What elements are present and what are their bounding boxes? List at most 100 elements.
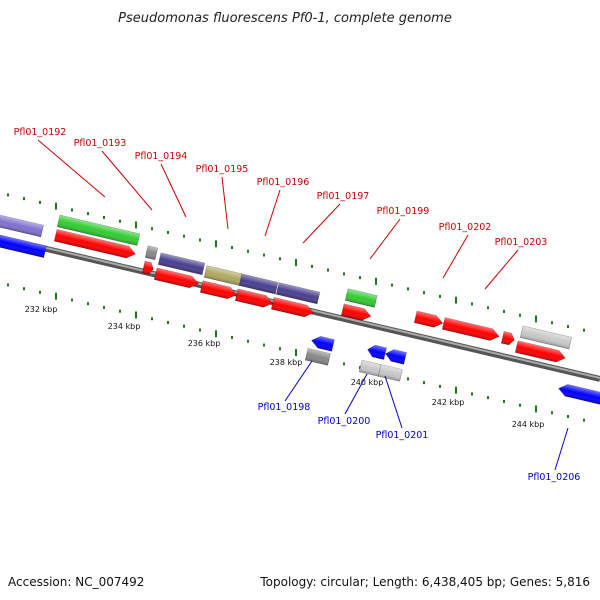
tick-mark bbox=[471, 302, 473, 306]
gene-label-pfl01-0200[interactable]: Pfl01_0200 bbox=[318, 416, 371, 427]
tick-mark bbox=[343, 362, 345, 366]
gene-label-pfl01-0199[interactable]: Pfl01_0199 bbox=[377, 206, 430, 217]
gene-feature[interactable] bbox=[340, 303, 372, 322]
gene-feature[interactable] bbox=[275, 282, 321, 305]
gene-feature[interactable] bbox=[157, 252, 206, 276]
gene-feature-shade bbox=[345, 288, 378, 308]
tick-mark bbox=[279, 257, 281, 261]
gene-feature[interactable] bbox=[238, 273, 279, 295]
tick-mark bbox=[183, 234, 185, 238]
tick-mark bbox=[263, 253, 265, 257]
gene-label-pfl01-0197[interactable]: Pfl01_0197 bbox=[317, 191, 370, 202]
tick-mark bbox=[583, 328, 585, 332]
forward-gene-labels: Pfl01_0192 Pfl01_0193 Pfl01_0194 Pfl01_0… bbox=[14, 127, 548, 248]
tick-mark bbox=[487, 306, 489, 310]
gene-feature-shade bbox=[414, 310, 443, 328]
gene-label-pfl01-0202[interactable]: Pfl01_0202 bbox=[439, 222, 492, 233]
accession-text: Accession: NC_007492 bbox=[8, 575, 144, 589]
gene-label-pfl01-0193[interactable]: Pfl01_0193 bbox=[74, 138, 127, 149]
gene-feature[interactable] bbox=[234, 288, 274, 309]
tick-mark bbox=[135, 311, 137, 319]
tick-mark bbox=[551, 411, 553, 415]
tick-mark bbox=[231, 246, 233, 250]
gene-feature[interactable] bbox=[53, 229, 137, 259]
kbp-label: 242 kbp bbox=[432, 398, 465, 407]
gene-feature[interactable] bbox=[304, 348, 331, 366]
gene-feature[interactable] bbox=[310, 335, 335, 352]
callout-line bbox=[384, 375, 403, 429]
tick-mark bbox=[311, 264, 313, 268]
gene-feature-shade bbox=[235, 288, 273, 308]
gene-label-pfl01-0201[interactable]: Pfl01_0201 bbox=[376, 430, 429, 441]
gene-feature[interactable] bbox=[557, 383, 600, 405]
gene-label-pfl01-0206[interactable]: Pfl01_0206 bbox=[528, 472, 581, 483]
gene-feature-shade bbox=[271, 297, 314, 317]
tick-mark bbox=[135, 221, 137, 229]
gene-feature-shade bbox=[0, 212, 44, 237]
genome-summary-text: Topology: circular; Length: 6,438,405 bp… bbox=[259, 575, 590, 589]
tick-mark bbox=[55, 292, 57, 300]
tick-mark bbox=[39, 290, 41, 294]
tick-mark bbox=[215, 330, 217, 338]
gene-feature-shade bbox=[367, 345, 387, 360]
gene-feature[interactable] bbox=[514, 340, 566, 364]
tick-mark bbox=[7, 283, 9, 287]
tick-mark bbox=[103, 215, 105, 219]
gene-feature[interactable] bbox=[270, 297, 315, 318]
tick-mark bbox=[359, 276, 361, 280]
callout-line bbox=[554, 427, 569, 471]
gene-label-pfl01-0198[interactable]: Pfl01_0198 bbox=[258, 402, 311, 413]
callout-line bbox=[369, 218, 401, 260]
tick-mark bbox=[455, 296, 457, 304]
gene-feature[interactable] bbox=[56, 214, 141, 246]
gene-feature[interactable] bbox=[0, 212, 44, 238]
gene-label-pfl01-0203[interactable]: Pfl01_0203 bbox=[495, 237, 548, 248]
tick-mark bbox=[391, 283, 393, 287]
callout-line bbox=[221, 176, 229, 230]
gene-feature[interactable] bbox=[377, 364, 403, 382]
gene-feature[interactable] bbox=[141, 260, 154, 275]
tick-mark bbox=[7, 193, 9, 197]
callout-line bbox=[101, 150, 153, 211]
gene-label-pfl01-0192[interactable]: Pfl01_0192 bbox=[14, 127, 67, 138]
gene-feature[interactable] bbox=[199, 280, 238, 301]
tick-mark bbox=[407, 377, 409, 381]
gene-feature[interactable] bbox=[500, 331, 515, 346]
tick-mark bbox=[407, 287, 409, 291]
gene-feature-shade bbox=[305, 348, 331, 366]
tick-mark bbox=[103, 305, 105, 309]
reverse-gene-labels: Pfl01_0198 Pfl01_0200 Pfl01_0201 Pfl01_0… bbox=[258, 402, 581, 483]
tick-mark bbox=[327, 268, 329, 272]
gene-feature[interactable] bbox=[344, 288, 378, 308]
tick-mark bbox=[215, 240, 217, 248]
gene-label-pfl01-0194[interactable]: Pfl01_0194 bbox=[135, 151, 188, 162]
gene-feature[interactable] bbox=[441, 317, 500, 343]
gene-feature-shade bbox=[204, 265, 243, 286]
gene-feature[interactable] bbox=[144, 245, 159, 261]
tick-mark bbox=[295, 349, 297, 357]
tick-mark bbox=[151, 227, 153, 231]
tick-mark bbox=[359, 366, 361, 370]
gene-feature-shade bbox=[54, 229, 136, 259]
tick-mark bbox=[87, 212, 89, 216]
gene-feature[interactable] bbox=[413, 310, 444, 329]
gene-feature-shade bbox=[341, 303, 371, 321]
tick-mark bbox=[247, 339, 249, 343]
gene-feature[interactable] bbox=[358, 359, 382, 377]
gene-feature[interactable] bbox=[519, 325, 573, 350]
gene-feature[interactable] bbox=[0, 233, 47, 258]
tick-mark bbox=[343, 272, 345, 276]
tick-mark bbox=[295, 259, 297, 267]
gene-feature-shade bbox=[276, 282, 320, 304]
tick-mark bbox=[567, 414, 569, 418]
gene-feature[interactable] bbox=[153, 267, 200, 290]
tick-mark bbox=[503, 399, 505, 403]
gene-label-pfl01-0195[interactable]: Pfl01_0195 bbox=[196, 164, 249, 175]
gene-label-pfl01-0196[interactable]: Pfl01_0196 bbox=[257, 177, 310, 188]
gene-feature[interactable] bbox=[366, 344, 387, 360]
gene-feature[interactable] bbox=[384, 348, 407, 365]
kbp-label: 244 kbp bbox=[512, 420, 545, 429]
callout-line bbox=[484, 249, 519, 290]
gene-feature-shade bbox=[501, 331, 515, 345]
tick-mark bbox=[199, 238, 201, 242]
